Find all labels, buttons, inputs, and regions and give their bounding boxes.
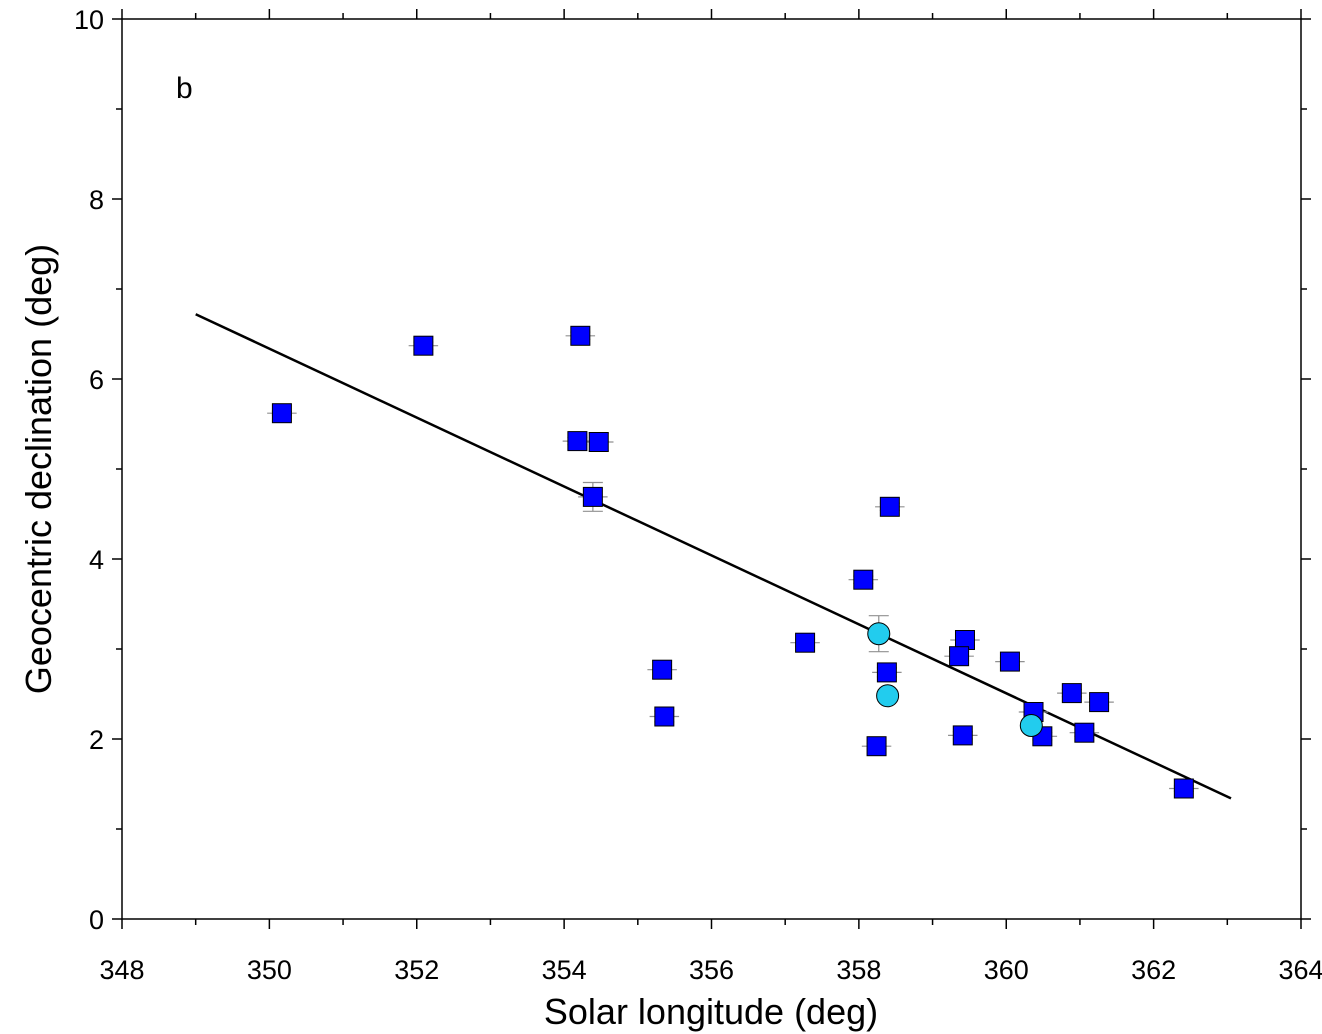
- data-point-square: [952, 725, 973, 746]
- x-tick-label: 350: [247, 955, 292, 985]
- data-point-square: [652, 659, 673, 680]
- data-point-square: [654, 706, 675, 727]
- data-point-circle: [1019, 714, 1043, 737]
- data-point-square: [999, 651, 1020, 672]
- data-point-square: [1089, 692, 1110, 713]
- x-tick-label: 356: [689, 955, 734, 985]
- y-tick-label: 4: [89, 545, 104, 575]
- y-tick-label: 2: [89, 725, 104, 755]
- x-tick-label: 362: [1131, 955, 1176, 985]
- data-point-square: [879, 496, 900, 517]
- data-point-square: [853, 569, 874, 590]
- data-point-circle: [876, 684, 900, 708]
- data-point-square: [271, 403, 292, 424]
- x-tick-label: 354: [542, 955, 587, 985]
- x-tick-label: 352: [394, 955, 439, 985]
- data-point-square: [413, 335, 434, 356]
- x-tick-label: 360: [984, 955, 1029, 985]
- x-tick-label: 364: [1278, 955, 1322, 985]
- data-point-square: [588, 432, 609, 452]
- y-tick-label: 10: [74, 5, 104, 35]
- data-point-square: [795, 632, 816, 653]
- axis-ticks: 348 350 352 354 356 358 360 362 364 0 2 4 6 8 10: [74, 5, 1322, 985]
- x-axis-title: Solar longitude (deg): [544, 991, 878, 1032]
- data-point-square: [1061, 683, 1082, 704]
- data-point-square: [1074, 722, 1095, 743]
- regression-line: [195, 313, 1232, 800]
- fit-line-layer: [195, 313, 1232, 800]
- y-tick-label: 8: [89, 185, 104, 215]
- data-point-square: [949, 646, 970, 667]
- data-point-square: [582, 486, 603, 507]
- data-point-square: [876, 662, 897, 683]
- y-axis-title: Geocentric declination (deg): [18, 244, 59, 694]
- y-tick-label: 0: [89, 905, 104, 935]
- error-bars-layer: [267, 331, 1199, 792]
- data-points-layer: [271, 325, 1194, 799]
- data-point-square: [570, 325, 591, 346]
- data-point-square: [1173, 778, 1194, 799]
- panel-label: b: [176, 72, 193, 105]
- x-tick-label: 358: [836, 955, 881, 985]
- x-tick-label: 348: [99, 955, 144, 985]
- y-tick-label: 6: [89, 365, 104, 395]
- data-point-circle: [867, 622, 891, 646]
- plot-frame: [121, 18, 1302, 920]
- data-point-square: [866, 736, 887, 757]
- data-point-square: [567, 431, 588, 452]
